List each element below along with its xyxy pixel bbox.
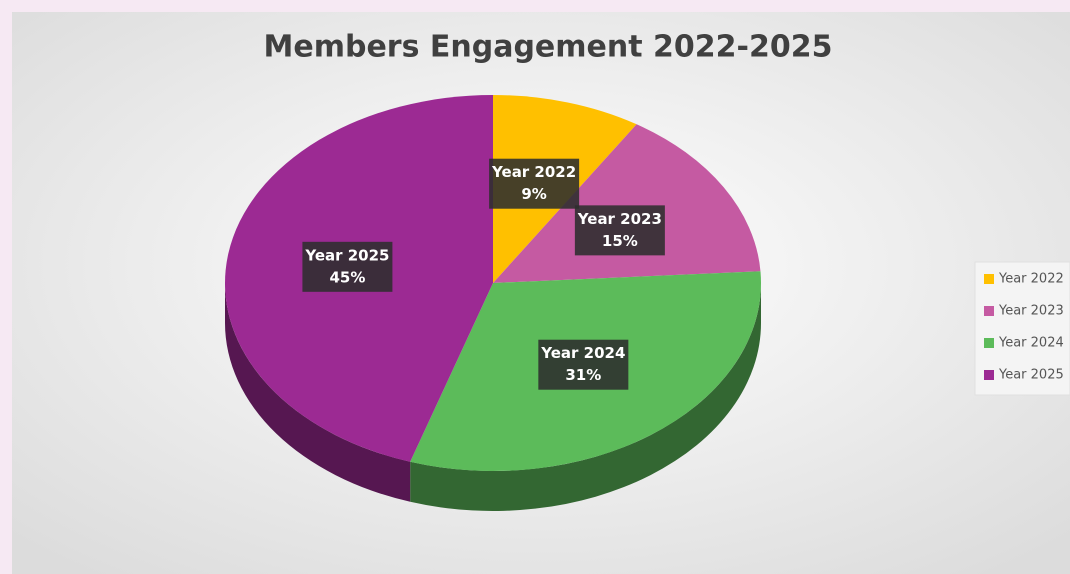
data-label-box xyxy=(302,241,393,292)
legend-swatch xyxy=(984,306,994,316)
chart-title: Members Engagement 2022-2025 xyxy=(264,30,833,65)
data-label-category: Year 2024 xyxy=(540,344,625,362)
pie-slice xyxy=(493,124,761,283)
data-label-value: 9% xyxy=(521,185,546,203)
data-label-value: 31% xyxy=(565,366,601,384)
legend-swatch xyxy=(984,338,994,348)
legend-label: Year 2022 xyxy=(998,272,1064,287)
data-label-box xyxy=(489,158,580,209)
legend-label: Year 2023 xyxy=(998,304,1064,319)
legend-swatch xyxy=(984,370,994,380)
legend-label: Year 2024 xyxy=(998,336,1064,351)
pie-side xyxy=(410,283,761,511)
data-label-box xyxy=(574,205,665,256)
data-label-value: 15% xyxy=(602,232,638,250)
data-label-category: Year 2022 xyxy=(491,163,576,181)
data-label-category: Year 2023 xyxy=(577,210,662,228)
pie-side xyxy=(225,283,411,502)
data-label-box xyxy=(538,339,629,390)
data-label-category: Year 2025 xyxy=(304,246,389,264)
data-label-value: 45% xyxy=(329,268,365,286)
legend-swatch xyxy=(984,274,994,284)
legend-label: Year 2025 xyxy=(998,368,1064,383)
